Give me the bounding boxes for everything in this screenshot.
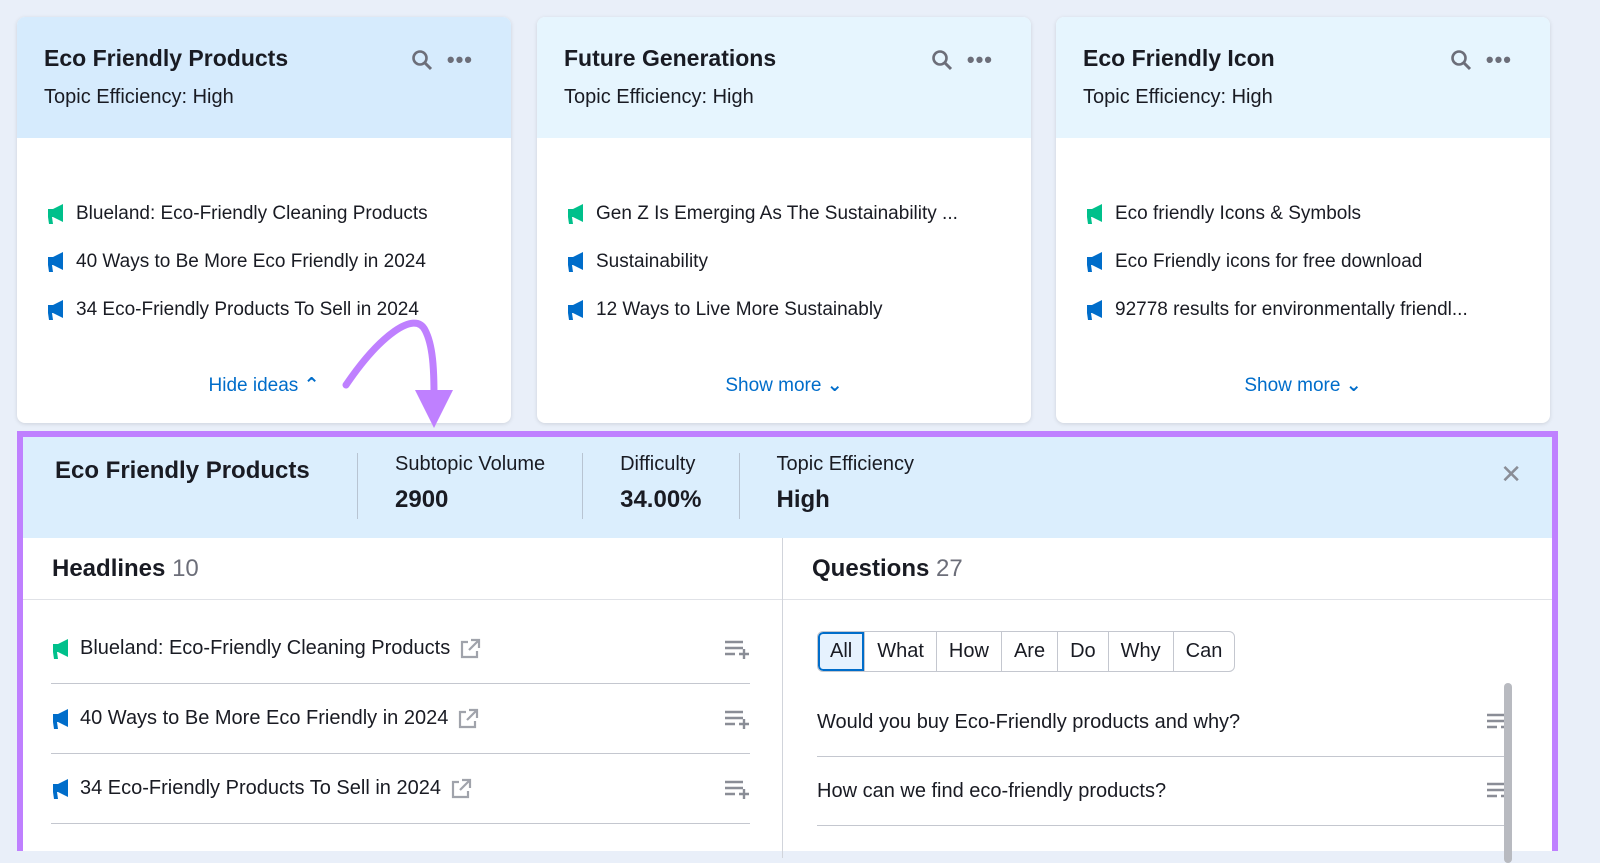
megaphone-icon — [48, 300, 63, 320]
megaphone-icon — [53, 778, 68, 799]
idea-item[interactable]: Blueland: Eco-Friendly Cleaning Products — [46, 190, 511, 238]
chevron-down-icon: ⌄ — [1345, 375, 1362, 396]
question-row[interactable]: How can we find eco-friendly products? — [817, 757, 1512, 826]
megaphone-icon — [568, 300, 583, 320]
idea-item[interactable]: 34 Eco-Friendly Products To Sell in 2024 — [46, 286, 511, 334]
questions-column: Questions 27 All What How Are Do Why Can Would… — [783, 538, 1552, 863]
hide-ideas-button[interactable]: Hide ideas ⌃ — [208, 375, 320, 396]
filter-tab-how[interactable]: How — [935, 632, 1001, 671]
filter-tab-all[interactable]: All — [818, 632, 865, 671]
filter-tab-do[interactable]: Do — [1057, 632, 1108, 671]
show-more-button[interactable]: Show more ⌄ — [1244, 375, 1362, 396]
megaphone-icon — [53, 708, 68, 729]
close-icon[interactable]: ✕ — [1500, 459, 1522, 489]
add-to-list-icon[interactable] — [724, 638, 750, 660]
megaphone-icon — [568, 204, 583, 224]
filter-tab-what[interactable]: What — [864, 632, 936, 671]
topic-card[interactable]: Eco Friendly Icon Topic Efficiency: High… — [1056, 17, 1550, 423]
metric-topic-efficiency: Topic Efficiency High — [738, 453, 951, 519]
megaphone-icon — [48, 252, 63, 272]
question-row[interactable]: Would you buy Eco-Friendly products and … — [817, 688, 1512, 757]
idea-item[interactable]: Eco Friendly icons for free download — [1085, 238, 1550, 286]
idea-item[interactable]: 12 Ways to Live More Sustainably — [566, 286, 1031, 334]
megaphone-icon — [48, 204, 63, 224]
megaphone-icon — [53, 638, 68, 659]
megaphone-icon — [568, 252, 583, 272]
more-options-icon[interactable]: ••• — [966, 47, 993, 72]
card-title: Eco Friendly Icon — [1083, 45, 1275, 71]
filter-tab-why[interactable]: Why — [1107, 632, 1173, 671]
more-options-icon[interactable]: ••• — [446, 47, 473, 72]
metric-subtopic-volume: Subtopic Volume 2900 — [357, 453, 582, 519]
add-to-list-icon[interactable] — [1486, 711, 1512, 733]
external-link-icon[interactable] — [457, 708, 479, 730]
idea-item[interactable]: Eco friendly Icons & Symbols — [1085, 190, 1550, 238]
chevron-down-icon: ⌄ — [826, 375, 843, 396]
filter-tab-can[interactable]: Can — [1172, 632, 1235, 671]
search-icon[interactable] — [931, 49, 953, 71]
idea-item[interactable]: 92778 results for environmentally friend… — [1085, 286, 1550, 334]
card-title: Eco Friendly Products — [44, 45, 289, 71]
topic-card[interactable]: Eco Friendly Products Topic Efficiency: … — [17, 17, 511, 423]
chevron-up-icon: ⌃ — [303, 375, 320, 396]
topic-detail-panel: Eco Friendly Products Subtopic Volume 290… — [17, 431, 1558, 863]
headline-row[interactable]: Blueland: Eco-Friendly Cleaning Products — [51, 614, 750, 684]
metric-difficulty: Difficulty 34.00% — [582, 453, 738, 519]
scrollbar[interactable] — [1504, 683, 1512, 863]
add-to-list-icon[interactable] — [724, 708, 750, 730]
show-more-button[interactable]: Show more ⌄ — [725, 375, 843, 396]
add-to-list-icon[interactable] — [1486, 780, 1512, 802]
headline-row[interactable]: 40 Ways to Be More Eco Friendly in 2024 — [51, 684, 750, 754]
megaphone-icon — [1087, 204, 1102, 224]
filter-tab-are[interactable]: Are — [1000, 632, 1057, 671]
headlines-heading: Headlines 10 — [23, 538, 782, 600]
topic-card[interactable]: Future Generations Topic Efficiency: Hig… — [537, 17, 1031, 423]
headlines-column: Headlines 10 Blueland: Eco-Friendly Clea… — [23, 538, 783, 858]
more-options-icon[interactable]: ••• — [1485, 47, 1512, 72]
search-icon[interactable] — [1450, 49, 1472, 71]
idea-item[interactable]: Sustainability — [566, 238, 1031, 286]
headline-row[interactable]: 34 Eco-Friendly Products To Sell in 2024 — [51, 754, 750, 824]
questions-heading: Questions 27 — [783, 538, 1552, 600]
megaphone-icon — [1087, 252, 1102, 272]
idea-item[interactable]: 40 Ways to Be More Eco Friendly in 2024 — [46, 238, 511, 286]
external-link-icon[interactable] — [450, 778, 472, 800]
card-title: Future Generations — [564, 45, 777, 71]
question-filter-tabs: All What How Are Do Why Can — [817, 631, 1236, 672]
search-icon[interactable] — [411, 49, 433, 71]
add-to-list-icon[interactable] — [724, 778, 750, 800]
megaphone-icon — [1087, 300, 1102, 320]
panel-header: Eco Friendly Products Subtopic Volume 290… — [23, 437, 1552, 538]
card-efficiency: Topic Efficiency: High — [1083, 86, 1273, 108]
idea-item[interactable]: Gen Z Is Emerging As The Sustainability … — [566, 190, 1031, 238]
panel-title: Eco Friendly Products — [55, 457, 310, 484]
external-link-icon[interactable] — [459, 638, 481, 660]
card-efficiency: Topic Efficiency: High — [564, 86, 754, 108]
card-efficiency: Topic Efficiency: High — [44, 86, 234, 108]
